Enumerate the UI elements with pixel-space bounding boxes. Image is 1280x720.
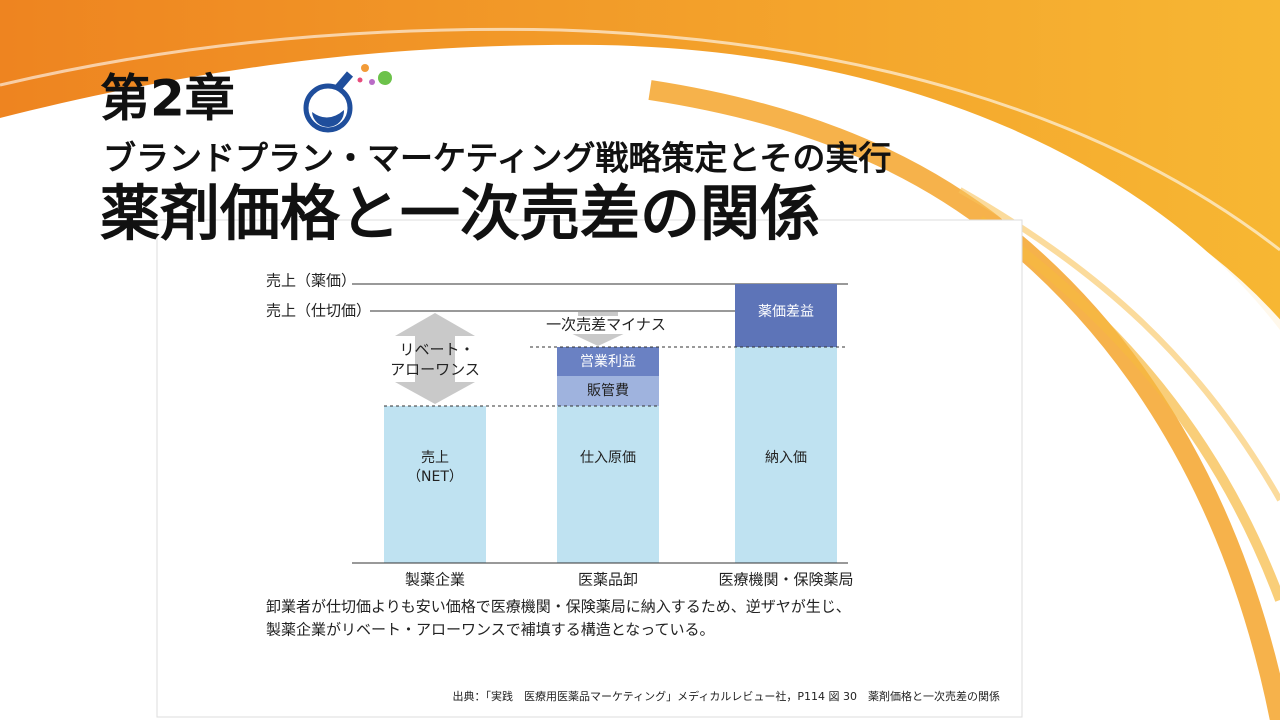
category-label: 製薬企業 <box>405 571 465 589</box>
background-swoosh <box>0 0 1280 330</box>
annotation: アローワンス <box>390 361 480 379</box>
segment-label: （NET） <box>407 469 463 485</box>
label-bg <box>538 316 672 334</box>
segment-label: 薬価差益 <box>758 304 814 320</box>
segment-label: 仕入原価 <box>580 450 636 466</box>
title: 薬剤価格と一次売差の関係 <box>100 180 820 250</box>
segment-label: 販管費 <box>587 383 629 399</box>
caption: 卸業者が仕切価よりも安い価格で医療機関・保険薬局に納入するため、逆ザヤが生じ、 <box>266 598 851 616</box>
background-swoosh <box>0 56 1280 335</box>
segment-label: 営業利益 <box>580 354 636 370</box>
diagram: 売上（薬価） 売上（仕切価） リベート・ アローワンス 一次売差マイナス 売上 … <box>266 272 854 589</box>
flask-icon <box>303 64 392 133</box>
segment-label: 売上 <box>421 450 449 466</box>
level-label: 売上（仕切価） <box>266 302 371 320</box>
segment <box>735 284 837 347</box>
category-label: 医薬品卸 <box>578 571 638 589</box>
category-label: 医療機関・保険薬局 <box>718 571 853 589</box>
segment <box>557 376 659 406</box>
segment <box>557 406 659 563</box>
level-label: 売上（薬価） <box>266 272 356 290</box>
segment-label: 納入価 <box>765 450 807 466</box>
annotation: リベート・ <box>399 341 474 359</box>
background-swoosh <box>0 27 1280 252</box>
segment <box>735 347 837 563</box>
subtitle: ブランドプラン・マーケティング戦略策定とその実行 <box>103 139 891 178</box>
segment <box>384 406 486 563</box>
caption: 製薬企業がリベート・アローワンスで補填する構造となっている。 <box>266 621 715 639</box>
segment <box>557 347 659 376</box>
double-arrow <box>395 313 475 404</box>
background-swoosh <box>977 215 1280 602</box>
chapter: 第2章 <box>100 70 235 128</box>
source: 出典：「実践 医療用医薬品マーケティング」メディカルレビュー社，P114 図 3… <box>453 689 1000 703</box>
annotation: 一次売差マイナス <box>546 316 666 334</box>
